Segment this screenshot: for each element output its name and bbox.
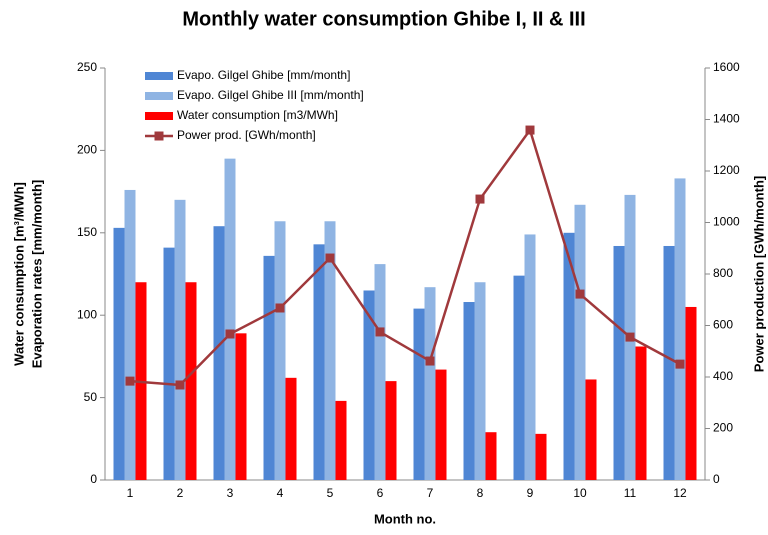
legend-swatch: [145, 112, 173, 120]
bar: [663, 245, 675, 480]
marker: [475, 194, 485, 204]
bar: [163, 247, 175, 480]
legend-swatch: [145, 92, 173, 100]
y-axis-label: Water consumption [m³/MWh]: [11, 182, 26, 366]
legend-label: Evapo. Gilgel Ghibe III [mm/month]: [177, 88, 364, 102]
bar: [263, 255, 275, 480]
marker: [225, 329, 235, 339]
bar: [385, 381, 397, 480]
bar: [113, 227, 125, 480]
x-tick-label: 6: [377, 486, 384, 500]
y-tick-label: 100: [77, 307, 97, 321]
bar: [574, 204, 586, 480]
legend-swatch: [145, 72, 173, 80]
bar: [363, 290, 375, 480]
y2-tick-label: 1400: [713, 112, 740, 126]
legend-swatch: [154, 131, 164, 141]
marker: [325, 253, 335, 263]
bar: [324, 221, 336, 480]
legend-label: Power prod. [GWh/month]: [177, 128, 316, 142]
x-tick-label: 1: [127, 486, 134, 500]
x-tick-label: 3: [227, 486, 234, 500]
y2-tick-label: 800: [713, 266, 733, 280]
y2-tick-label: 1600: [713, 60, 740, 74]
bar: [535, 433, 547, 480]
marker: [675, 359, 685, 369]
bar: [413, 308, 425, 480]
bar: [224, 158, 236, 480]
bar: [474, 282, 486, 480]
bar: [685, 306, 697, 480]
bar: [285, 377, 297, 480]
y-tick-label: 50: [84, 390, 98, 404]
y2-tick-label: 1200: [713, 163, 740, 177]
x-axis-label: Month no.: [374, 511, 436, 526]
bar: [513, 275, 525, 480]
y2-axis-label: Power production [GWh/month]: [751, 176, 766, 372]
bar: [674, 178, 686, 480]
bar: [124, 189, 136, 480]
x-tick-label: 4: [277, 486, 284, 500]
x-tick-label: 2: [177, 486, 184, 500]
bar: [235, 333, 247, 480]
bar: [485, 432, 497, 480]
line: [129, 127, 681, 387]
marker: [125, 376, 135, 386]
bar: [174, 199, 186, 480]
marker: [425, 356, 435, 366]
y-tick-label: 200: [77, 143, 97, 157]
bar: [585, 379, 597, 480]
bar: [435, 369, 447, 480]
bar: [613, 245, 625, 480]
marker: [275, 303, 285, 313]
marker: [525, 125, 535, 135]
bar: [424, 287, 436, 480]
marker: [625, 332, 635, 342]
y2-tick-label: 400: [713, 369, 733, 383]
marker: [375, 327, 385, 337]
bar: [374, 264, 386, 480]
bar: [524, 234, 536, 480]
bar: [463, 302, 475, 480]
legend-label: Water consumption [m3/MWh]: [177, 108, 338, 122]
bar: [335, 400, 347, 480]
y2-tick-label: 1000: [713, 215, 740, 229]
y-tick-label: 250: [77, 60, 97, 74]
bar: [313, 244, 325, 480]
y-axis-label: Evaporation rates [mm/month]: [29, 180, 44, 369]
y2-tick-label: 0: [713, 472, 720, 486]
y-tick-label: 0: [90, 472, 97, 486]
bar: [213, 226, 225, 480]
x-tick-label: 10: [573, 486, 587, 500]
x-tick-label: 5: [327, 486, 334, 500]
marker: [175, 380, 185, 390]
y-tick-label: 150: [77, 225, 97, 239]
bar: [185, 282, 197, 480]
x-tick-label: 12: [673, 486, 687, 500]
bar: [274, 221, 286, 480]
legend-label: Evapo. Gilgel Ghibe [mm/month]: [177, 68, 350, 82]
y2-tick-label: 600: [713, 318, 733, 332]
marker: [575, 289, 585, 299]
x-tick-label: 9: [527, 486, 534, 500]
chart-title: Monthly water consumption Ghibe I, II & …: [182, 8, 585, 30]
x-tick-label: 11: [624, 486, 637, 500]
bar: [635, 346, 647, 480]
y2-tick-label: 200: [713, 421, 733, 435]
bar: [563, 232, 575, 480]
x-tick-label: 8: [477, 486, 484, 500]
x-tick-label: 7: [427, 486, 434, 500]
